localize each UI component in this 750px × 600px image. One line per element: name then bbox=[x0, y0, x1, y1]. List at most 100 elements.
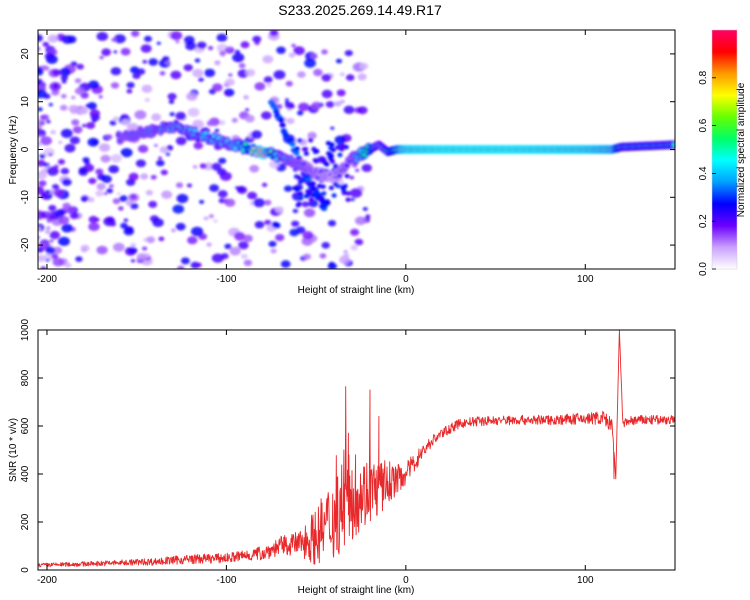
noise-blob bbox=[119, 195, 128, 202]
noise-blob bbox=[136, 68, 146, 75]
cluster-blob bbox=[330, 147, 336, 153]
noise-blob bbox=[253, 198, 265, 208]
y-tick-label: -10 bbox=[20, 190, 31, 205]
noise-blob bbox=[78, 167, 87, 174]
noise-blob bbox=[75, 256, 83, 262]
colorbar-tick-label: 0.4 bbox=[698, 166, 709, 180]
noise-blob bbox=[89, 109, 101, 118]
noise-blob bbox=[103, 192, 108, 196]
noise-blob bbox=[252, 35, 262, 43]
noise-blob bbox=[304, 58, 316, 68]
cluster-blob bbox=[344, 173, 350, 179]
noise-blob bbox=[349, 175, 355, 180]
noise-blob bbox=[128, 172, 139, 181]
noise-blob bbox=[146, 236, 156, 244]
y-tick-label: 0 bbox=[20, 567, 31, 573]
noise-blob bbox=[240, 41, 250, 49]
noise-blob bbox=[92, 119, 97, 123]
noise-blob bbox=[120, 47, 131, 56]
noise-blob bbox=[45, 246, 56, 255]
colorbar-label: Normalized spectral amplitude bbox=[736, 82, 747, 217]
noise-blob bbox=[86, 122, 96, 129]
noise-blob bbox=[308, 199, 319, 208]
noise-blob bbox=[142, 59, 148, 64]
cluster-blob bbox=[332, 181, 338, 186]
noise-blob bbox=[148, 58, 158, 66]
noise-blob bbox=[262, 55, 274, 64]
noise-blob bbox=[38, 186, 45, 195]
cluster-blob bbox=[345, 197, 351, 202]
noise-blob bbox=[339, 255, 351, 265]
noise-blob bbox=[144, 35, 152, 43]
snr-x-label: Height of straight line (km) bbox=[298, 585, 415, 596]
noise-blob bbox=[216, 43, 228, 53]
noise-blob bbox=[144, 97, 150, 102]
noise-blob bbox=[120, 148, 133, 158]
noise-blob bbox=[136, 253, 147, 261]
noise-blob bbox=[71, 96, 76, 100]
noise-blob bbox=[254, 221, 265, 229]
branch-blob bbox=[319, 198, 326, 205]
noise-blob bbox=[108, 165, 120, 174]
noise-blob bbox=[45, 258, 50, 262]
noise-blob bbox=[193, 141, 204, 150]
cluster-blob bbox=[316, 183, 323, 189]
x-tick-label: 0 bbox=[403, 575, 409, 586]
noise-blob bbox=[321, 49, 328, 55]
noise-blob bbox=[212, 83, 223, 92]
noise-blob bbox=[96, 183, 106, 191]
cluster-blob bbox=[310, 185, 316, 191]
noise-blob bbox=[175, 182, 184, 188]
noise-blob bbox=[127, 122, 139, 132]
noise-blob bbox=[291, 220, 300, 227]
noise-blob bbox=[152, 218, 164, 228]
noise-blob bbox=[38, 247, 44, 253]
cluster-blob bbox=[319, 204, 325, 209]
noise-blob bbox=[74, 87, 85, 95]
noise-blob bbox=[199, 163, 207, 169]
cluster-blob bbox=[310, 192, 316, 198]
noise-blob bbox=[334, 135, 346, 145]
cluster-blob bbox=[321, 191, 327, 196]
noise-blob bbox=[95, 168, 104, 175]
noise-blob bbox=[51, 89, 60, 96]
noise-blob bbox=[206, 120, 215, 127]
noise-blob bbox=[96, 31, 109, 41]
noise-blob bbox=[186, 92, 198, 101]
noise-blob bbox=[160, 169, 168, 176]
spectrogram-x-axis: -200 -100 0 100 bbox=[37, 30, 594, 285]
noise-blob bbox=[60, 128, 73, 138]
noise-blob bbox=[60, 75, 68, 81]
noise-blob bbox=[48, 204, 57, 212]
noise-blob bbox=[303, 208, 316, 218]
noise-blob bbox=[228, 73, 233, 77]
noise-blob bbox=[68, 105, 79, 113]
noise-blob bbox=[225, 78, 235, 86]
ridge-core bbox=[671, 142, 675, 147]
cluster-blob bbox=[296, 175, 302, 180]
noise-blob bbox=[196, 41, 207, 49]
noise-blob bbox=[311, 101, 322, 110]
noise-blob bbox=[194, 58, 201, 63]
noise-blob bbox=[357, 106, 368, 115]
noise-blob bbox=[218, 120, 226, 126]
noise-blob bbox=[53, 84, 58, 88]
noise-blob bbox=[343, 105, 355, 115]
noise-blob bbox=[335, 58, 343, 64]
branch-blob bbox=[293, 150, 300, 156]
noise-blob bbox=[110, 82, 120, 89]
noise-blob bbox=[39, 153, 46, 159]
noise-blob bbox=[285, 80, 293, 87]
noise-blob bbox=[38, 170, 47, 180]
noise-blob bbox=[82, 157, 90, 163]
noise-blob bbox=[114, 34, 126, 44]
noise-blob bbox=[130, 194, 137, 200]
noise-blob bbox=[51, 253, 59, 259]
noise-blob bbox=[313, 68, 323, 77]
y-tick-label: 20 bbox=[20, 48, 31, 60]
noise-blob bbox=[39, 115, 45, 119]
noise-blob bbox=[88, 222, 100, 232]
cluster-blob bbox=[295, 203, 301, 208]
noise-blob bbox=[219, 171, 232, 181]
